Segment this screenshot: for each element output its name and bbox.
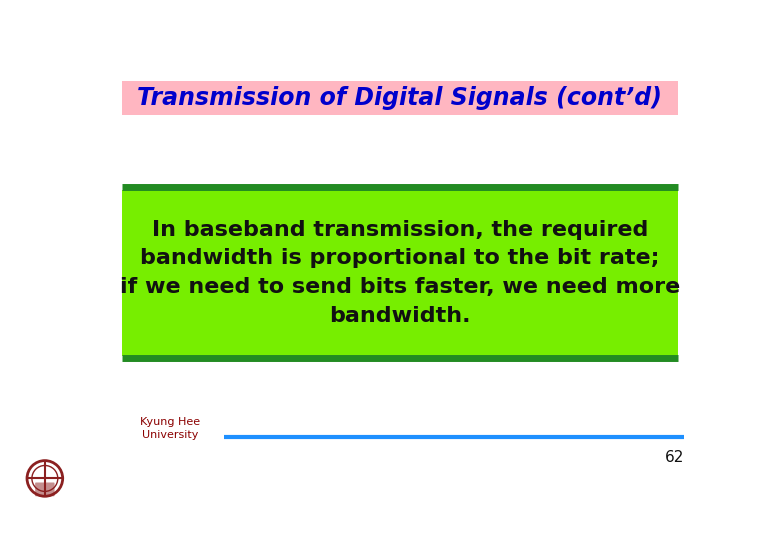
FancyBboxPatch shape <box>122 82 678 114</box>
Text: In baseband transmission, the required
bandwidth is proportional to the bit rate: In baseband transmission, the required b… <box>119 219 680 326</box>
Text: Kyung Hee
University: Kyung Hee University <box>140 417 200 440</box>
FancyBboxPatch shape <box>35 483 55 496</box>
Text: Transmission of Digital Signals (cont’d): Transmission of Digital Signals (cont’d) <box>137 86 662 110</box>
FancyBboxPatch shape <box>122 190 678 356</box>
Text: 62: 62 <box>665 450 684 465</box>
